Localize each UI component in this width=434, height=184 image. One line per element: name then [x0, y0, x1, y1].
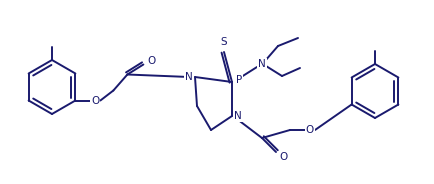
Text: N: N [258, 59, 266, 69]
Text: O: O [147, 56, 155, 66]
Text: O: O [280, 152, 288, 162]
Text: N: N [185, 72, 193, 82]
Text: S: S [220, 37, 227, 47]
Text: P: P [236, 75, 242, 85]
Text: N: N [234, 111, 242, 121]
Text: O: O [91, 95, 99, 105]
Text: O: O [306, 125, 314, 135]
